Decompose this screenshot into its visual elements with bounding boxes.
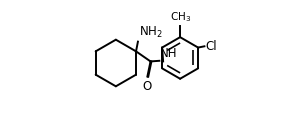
Text: CH$_3$: CH$_3$ (169, 10, 191, 24)
Text: NH$_2$: NH$_2$ (138, 25, 162, 40)
Text: NH: NH (160, 46, 178, 60)
Text: Cl: Cl (205, 40, 217, 53)
Text: O: O (142, 80, 151, 93)
